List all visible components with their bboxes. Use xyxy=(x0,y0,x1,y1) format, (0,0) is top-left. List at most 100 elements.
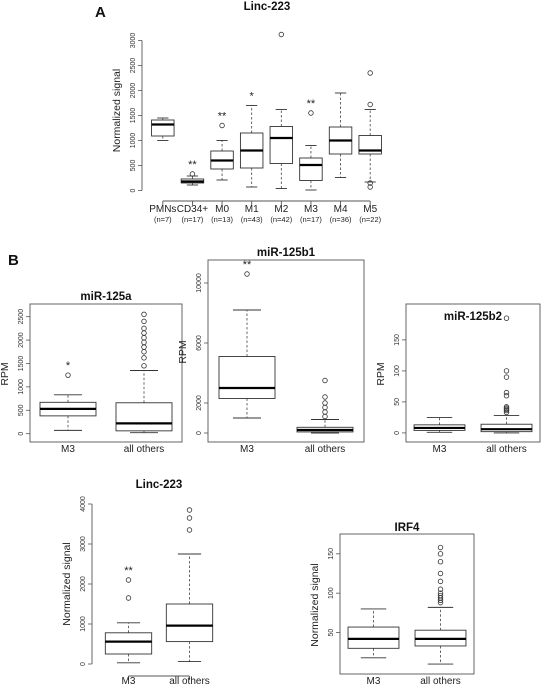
y-tick-label: 0 xyxy=(18,432,25,436)
y-tick-label: 0 xyxy=(196,431,203,435)
category-sublabel: (n=22) xyxy=(359,215,381,224)
outlier-point xyxy=(503,393,510,399)
iqr-box xyxy=(269,126,294,164)
y-axis-label: RPM xyxy=(0,362,11,385)
significance-marker: * xyxy=(250,91,255,103)
iqr-box xyxy=(165,603,214,643)
outlier-point xyxy=(367,70,373,76)
category-label: all others xyxy=(486,444,527,455)
box-1: * xyxy=(39,360,97,431)
y-tick-label: 500 xyxy=(130,160,137,172)
outlier-point xyxy=(367,101,373,108)
category-label: M3 xyxy=(304,204,318,215)
category-label: CD34+ xyxy=(177,204,209,215)
outlier-point xyxy=(503,389,510,396)
chart-mir125b2: miR-125b2 0 50 100 150 RPM M3 all others xyxy=(375,303,541,455)
category-sublabel: (n=43) xyxy=(241,215,263,224)
y-axis-label: Normalized signal xyxy=(309,563,321,646)
y-axis-label: Normalized signal xyxy=(111,69,123,152)
y-axis-label: Normalized signal xyxy=(61,542,73,625)
category-label: M2 xyxy=(274,204,288,215)
y-tick-label: 50 xyxy=(394,398,401,406)
box-2 xyxy=(480,315,533,434)
chart-title: miR-125a xyxy=(80,291,132,303)
outlier-point xyxy=(367,184,373,190)
outlier-point xyxy=(322,400,328,406)
category-label: all others xyxy=(169,676,210,687)
box-4: * xyxy=(239,91,264,188)
y-tick-label: 150 xyxy=(394,334,401,346)
outlier-point xyxy=(141,339,147,346)
iqr-box xyxy=(115,402,173,432)
iqr-box xyxy=(347,626,400,649)
outlier-point xyxy=(322,413,328,420)
box-2 xyxy=(115,311,173,434)
box-5 xyxy=(269,31,294,189)
iqr-box xyxy=(218,356,276,399)
outlier-point xyxy=(65,372,71,378)
y-tick-label: 100 xyxy=(394,365,401,377)
y-axis-label: RPM xyxy=(375,362,387,385)
outlier-point xyxy=(322,404,328,411)
iqr-box xyxy=(299,157,323,181)
plot-frame xyxy=(339,533,475,675)
y-tick-label: 10000 xyxy=(196,273,203,293)
outlier-point xyxy=(141,318,147,325)
category-sublabel: (n=17) xyxy=(300,215,322,224)
y-tick-label: 1000 xyxy=(18,379,25,395)
category-sublabel: (n=42) xyxy=(270,215,292,224)
box-1: ** xyxy=(104,565,153,664)
outlier-point xyxy=(186,515,193,521)
chart-title: miR-125b1 xyxy=(257,247,316,259)
outlier-point xyxy=(141,311,147,318)
box-1 xyxy=(413,416,466,433)
category-sublabel: (n=36) xyxy=(330,215,352,224)
box-2: ** xyxy=(180,159,205,186)
category-label: M4 xyxy=(334,204,348,215)
chart-linc223-m3: Linc-223 0 1000 2000 3000 4000 Normalized sign… xyxy=(61,479,214,687)
plot-frame xyxy=(207,259,365,443)
chart-title: Linc-223 xyxy=(244,1,291,13)
outlier-point xyxy=(244,271,250,277)
box-3: ** xyxy=(210,111,234,181)
outlier-point xyxy=(503,374,510,380)
y-tick-label: 150 xyxy=(328,548,335,560)
category-label: PMNs xyxy=(149,204,176,215)
iqr-box xyxy=(104,632,153,655)
y-tick-label: 2000 xyxy=(80,576,87,592)
category-label: M3 xyxy=(240,444,254,455)
outlier-point xyxy=(437,551,444,557)
outlier-point xyxy=(141,335,147,341)
panel-label-a: A xyxy=(95,4,106,21)
outlier-point xyxy=(503,404,510,410)
outlier-point xyxy=(219,122,225,129)
outlier-point xyxy=(322,377,328,384)
box-7 xyxy=(328,92,353,178)
iqr-box xyxy=(480,423,533,433)
outlier-point xyxy=(437,590,444,596)
outlier-point xyxy=(141,355,147,361)
box-2 xyxy=(296,377,354,434)
outlier-point xyxy=(437,578,444,585)
chart-irf4: IRF4 50 100 150 Normalized signal M3 all other… xyxy=(309,522,475,687)
chart-mir125b1: miR-125b1 0 2000 6000 10000 RPM ** M3 all others xyxy=(177,247,365,455)
chart-title: IRF4 xyxy=(395,522,421,534)
y-tick-label: 1500 xyxy=(130,108,137,124)
category-label: M1 xyxy=(245,204,259,215)
outlier-point xyxy=(189,171,196,177)
y-tick-label: 100 xyxy=(328,587,335,599)
outlier-point xyxy=(308,110,314,116)
outlier-point xyxy=(141,349,147,355)
outlier-point xyxy=(322,394,328,400)
plot-frame xyxy=(405,303,541,443)
significance-marker: ** xyxy=(124,565,133,577)
outlier-point xyxy=(322,409,328,415)
category-label: all others xyxy=(420,676,461,687)
outlier-point xyxy=(437,592,444,599)
category-label: M3 xyxy=(433,444,447,455)
plot-frame xyxy=(29,303,183,443)
box-2 xyxy=(414,544,467,665)
chart-linc223-all: Linc-223 0 500 1000 1500 2000 2500 3000 Normaliz… xyxy=(111,1,382,224)
category-label: M5 xyxy=(363,204,377,215)
